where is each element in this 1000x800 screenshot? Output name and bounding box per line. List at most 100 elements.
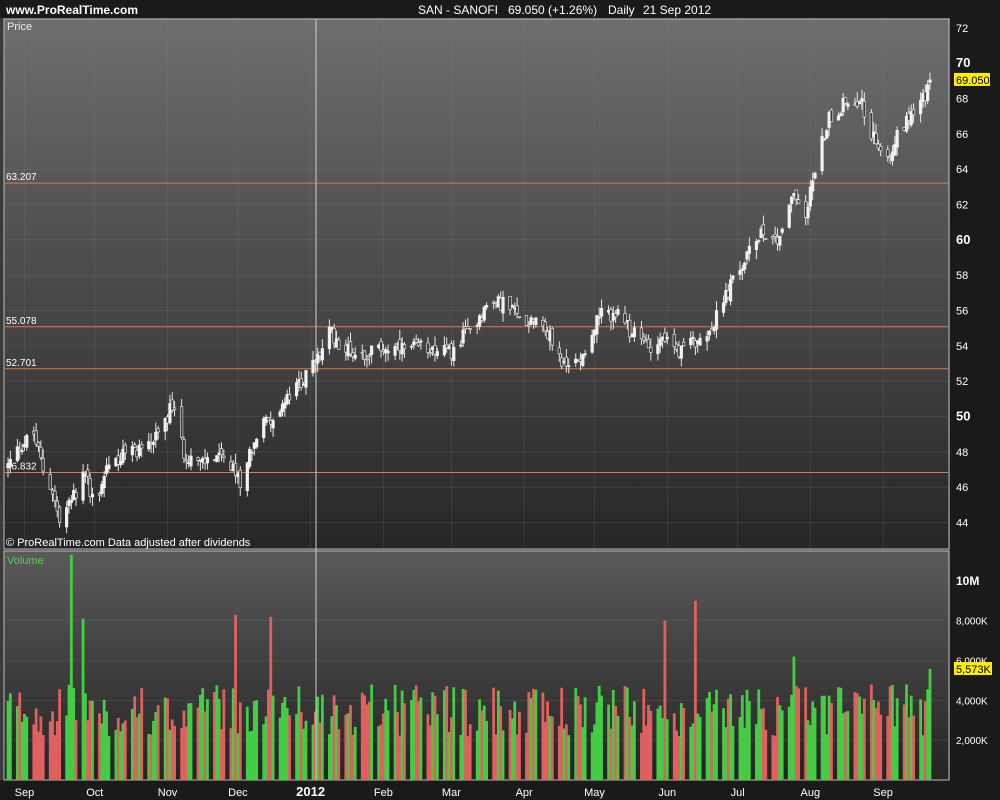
volume-bar bbox=[926, 689, 930, 780]
candle-body bbox=[550, 328, 554, 346]
volume-bar bbox=[820, 695, 824, 780]
volume-bar bbox=[353, 726, 357, 780]
site-name[interactable]: www.ProRealTime.com bbox=[5, 3, 138, 17]
volume-bar bbox=[529, 698, 533, 780]
volume-bar bbox=[886, 715, 890, 780]
candle-body bbox=[909, 111, 913, 126]
candle-body bbox=[86, 469, 90, 477]
volume-bar bbox=[771, 735, 775, 780]
volume-bar bbox=[647, 704, 650, 780]
volume-bar bbox=[344, 714, 348, 780]
volume-bar bbox=[623, 686, 627, 780]
candle-body bbox=[614, 313, 618, 318]
month-tick-label: Jul bbox=[731, 787, 745, 799]
candle-body bbox=[628, 320, 632, 338]
candle-body bbox=[419, 340, 423, 343]
candle-body bbox=[714, 310, 719, 330]
candle-body bbox=[8, 459, 12, 467]
data-note: © ProRealTime.com Data adjusted after di… bbox=[6, 537, 251, 549]
candle-body bbox=[196, 457, 200, 461]
volume-bar bbox=[907, 717, 911, 780]
volume-bar bbox=[574, 688, 578, 780]
volume-bar bbox=[377, 726, 381, 780]
price-tick-label: 58 bbox=[956, 270, 968, 282]
candle-body bbox=[482, 306, 486, 321]
candle-body bbox=[69, 500, 73, 504]
volume-bar bbox=[560, 687, 564, 780]
volume-bar bbox=[715, 689, 718, 780]
candle-body bbox=[278, 411, 282, 417]
volume-bar bbox=[787, 706, 791, 780]
candle-body bbox=[90, 493, 95, 498]
candle-body bbox=[283, 402, 287, 409]
volume-bar bbox=[156, 705, 160, 780]
month-tick-label: Sep bbox=[873, 787, 893, 799]
candle-body bbox=[757, 240, 761, 242]
candle-body bbox=[862, 101, 866, 118]
candle-body bbox=[353, 354, 357, 359]
volume-bar bbox=[827, 695, 831, 780]
volume-bar bbox=[281, 702, 284, 780]
volume-bar bbox=[879, 714, 883, 780]
volume-tick-label: 8,000K bbox=[956, 617, 988, 628]
volume-bar bbox=[114, 729, 118, 780]
volume-bar bbox=[262, 724, 266, 780]
volume-bar bbox=[8, 693, 12, 780]
volume-bar bbox=[478, 699, 481, 780]
candle-body bbox=[409, 345, 414, 348]
month-tick-label: Aug bbox=[801, 787, 821, 799]
level-line-label: 52.701 bbox=[6, 358, 37, 369]
candle-body bbox=[794, 189, 798, 200]
volume-bar bbox=[595, 702, 599, 780]
candle-body bbox=[393, 345, 397, 356]
volume-bar bbox=[231, 688, 235, 780]
volume-bar bbox=[726, 698, 730, 780]
volume-bar bbox=[923, 701, 927, 780]
volume-bar bbox=[513, 701, 517, 780]
candle-body bbox=[294, 382, 299, 397]
candle-body bbox=[642, 336, 646, 341]
volume-bar bbox=[919, 699, 923, 780]
volume-series bbox=[6, 554, 932, 780]
volume-bar bbox=[562, 728, 566, 780]
volume-bar bbox=[912, 715, 915, 780]
volume-bar bbox=[778, 705, 782, 780]
volume-bar bbox=[121, 723, 125, 780]
month-tick-label: Dec bbox=[228, 787, 248, 799]
month-tick-label: Nov bbox=[158, 787, 178, 799]
volume-bar bbox=[187, 703, 191, 780]
volume-bar bbox=[689, 726, 693, 780]
volume-bar bbox=[170, 719, 174, 780]
candle-body bbox=[797, 199, 801, 204]
candle-body bbox=[205, 457, 210, 464]
header-bar bbox=[0, 0, 1000, 18]
volume-bar bbox=[759, 709, 763, 780]
price-gridlines bbox=[5, 27, 948, 523]
candle-body bbox=[363, 350, 367, 360]
volume-bar bbox=[72, 687, 76, 780]
volume-bar bbox=[332, 695, 336, 780]
candle-body bbox=[484, 305, 489, 308]
instrument-quote: 69.050 (+1.26%) bbox=[508, 3, 597, 17]
volume-bar bbox=[590, 732, 594, 780]
price-panel[interactable] bbox=[3, 18, 950, 550]
candle-body bbox=[107, 464, 111, 470]
volume-bar bbox=[48, 721, 52, 780]
candle-body bbox=[327, 326, 332, 350]
candle-body bbox=[534, 317, 538, 326]
candle-body bbox=[836, 115, 841, 121]
candle-body bbox=[820, 135, 824, 172]
volume-bar bbox=[729, 694, 732, 780]
volume-bar bbox=[754, 724, 758, 780]
candle-body bbox=[515, 305, 519, 314]
volume-bar bbox=[724, 727, 728, 780]
volume-bar bbox=[222, 689, 226, 780]
volume-bar bbox=[893, 726, 897, 780]
volume-bar bbox=[196, 707, 200, 780]
candle-body bbox=[262, 418, 266, 439]
volume-bar bbox=[299, 711, 303, 780]
volume-bar bbox=[297, 686, 301, 780]
month-tick-label: Apr bbox=[516, 787, 533, 799]
volume-bar bbox=[396, 712, 399, 780]
volume-bar bbox=[902, 704, 906, 780]
